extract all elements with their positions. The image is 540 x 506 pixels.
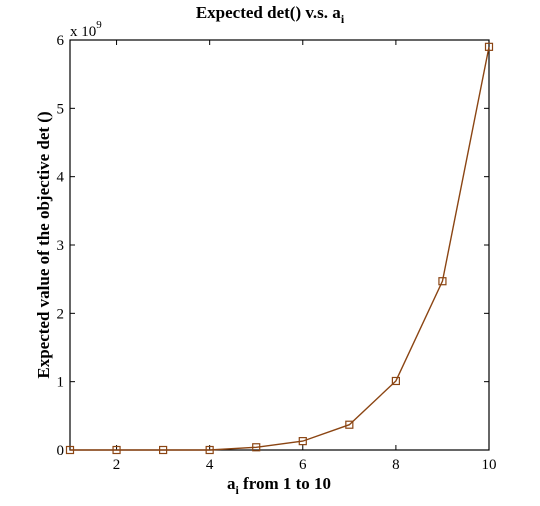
series-line [70, 46, 490, 451]
data-point-marker [112, 445, 121, 455]
data-point-marker [484, 42, 494, 51]
data-point-marker [391, 376, 400, 386]
x-tick-label: 6 [299, 457, 307, 473]
y-tick-label: 0 [57, 443, 65, 459]
data-point-marker [298, 437, 307, 446]
chart-title: Expected det() v.s. ai [196, 3, 345, 26]
y-tick-label: 5 [57, 101, 65, 117]
data-point-marker [205, 445, 214, 455]
y-tick-label: 4 [57, 170, 65, 186]
x-axis-label: ai from 1 to 10 [227, 474, 331, 497]
data-point-marker [438, 277, 447, 286]
data-point-marker [159, 445, 168, 455]
data-point-marker [345, 420, 354, 429]
y-tick-label: 3 [57, 238, 65, 254]
x-tick-label: 8 [392, 457, 400, 473]
plot-area-frame [69, 39, 490, 451]
y-scale-factor: x 109 [70, 19, 102, 40]
y-tick-label: 1 [57, 375, 65, 391]
data-point-marker [65, 445, 75, 455]
x-tick-label: 10 [482, 457, 497, 473]
y-axis-label: Expected value of the objective det () [34, 111, 53, 378]
x-tick-label: 4 [206, 457, 214, 473]
y-tick-label: 6 [57, 33, 65, 49]
x-tick-label: 2 [113, 457, 121, 473]
data-point-marker [252, 443, 261, 452]
y-tick-label: 2 [57, 306, 65, 322]
